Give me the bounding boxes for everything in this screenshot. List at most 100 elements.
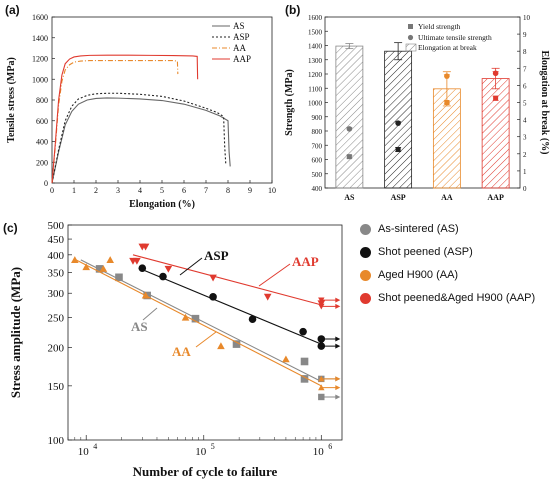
runout-arrowhead [335,303,341,309]
ytick-label-b-right: 0 [523,185,527,193]
marker-yield-aap [493,95,499,101]
xtick-label-a: 9 [248,186,252,195]
marker-uts-as [346,126,353,132]
legend-a-label: ASP [233,32,250,42]
xtick-label-a: 8 [226,186,230,195]
category-label-b: ASP [391,193,406,202]
legend-b-elong-label: Elongation at break [418,43,477,52]
data-point [263,293,272,301]
legend-c-label: Aged H900 (AA) [378,269,459,281]
data-point [248,315,257,324]
data-point [164,265,173,273]
legend-c-swatch [360,270,371,281]
data-point [106,256,115,263]
ytick-label-b-right: 7 [523,65,527,73]
ytick-label-a: 1200 [32,55,48,64]
data-point [138,264,147,272]
ytick-label-a: 400 [36,138,48,147]
ytick-label-c: 250 [48,313,65,325]
xtick-label-c: 10 [313,446,325,458]
xtick-label-a: 6 [182,186,186,195]
legend-c-swatch [360,247,371,258]
data-point [209,274,217,282]
legend-c-label: As-sintered (AS) [378,223,459,235]
data-point [71,256,79,263]
bar-elongation-asp [384,50,413,189]
runout-arrowhead [335,336,341,342]
runout-arrowhead [335,376,341,382]
ytick-label-b-right: 1 [523,168,527,176]
ytick-label-a: 600 [36,117,48,126]
data-point [141,291,150,299]
marker-yield-asp [395,147,401,153]
ytick-label-b-right: 3 [523,134,527,142]
legend-c-label: Shot peened (ASP) [378,246,473,258]
legend-b-uts-label: Ultimate tensile strength [418,33,492,42]
ytick-label-b-left: 900 [312,114,323,122]
ytick-label-b-left: 400 [312,185,323,193]
ytick-label-b-right: 2 [523,151,527,159]
ytick-label-c: 450 [48,234,65,246]
legend-b-elong-swatch [405,43,417,52]
ytick-label-b-right: 9 [523,31,527,39]
ytick-label-b-right: 10 [523,14,531,22]
legend-b-yield-swatch [408,24,413,29]
ytick-label-b-left: 1300 [308,57,323,65]
xtick-exponent-c: 5 [211,442,215,451]
legend-a-label: AA [233,43,246,53]
data-point [115,273,123,282]
ytick-label-b-left: 500 [312,171,323,179]
xtick-exponent-c: 6 [328,442,332,451]
ytick-label-a: 1600 [32,13,48,22]
fit-line [138,267,322,345]
ytick-label-c: 200 [48,342,65,354]
ytick-label-a: 0 [44,179,48,188]
legend-b-yield-label: Yield strength [418,22,461,31]
xtick-label-a: 7 [204,186,208,195]
marker-yield-aa [444,100,450,105]
legend-a-label: AS [233,21,245,31]
ylabel-c: Stress amplitude (MPa) [8,267,23,398]
series-line-a-aa [51,60,179,184]
ytick-label-b-right: 4 [523,117,527,125]
marker-yield-as [346,154,352,160]
data-point [95,265,104,273]
data-point [299,327,307,336]
ytick-label-b-right: 5 [523,100,527,108]
ytick-label-c: 400 [48,250,65,262]
legend-c-swatch [360,224,371,235]
data-point [217,342,225,350]
annotation-aa-pointer [195,331,217,348]
marker-uts-asp [395,120,401,126]
data-point [159,272,167,281]
data-point [300,357,309,366]
data-point [99,265,108,272]
ytick-label-b-left: 1500 [308,28,323,36]
annotation-aap: AAP [292,254,319,269]
plot-c-frame [67,224,343,441]
ytick-label-a: 800 [36,96,48,105]
annotation-aap-pointer [258,263,291,287]
annotation-aa: AA [172,344,191,359]
ytick-label-c: 350 [48,268,65,280]
bar-elongation-as [335,45,364,189]
marker-uts-aa [444,73,450,79]
ytick-label-b-left: 1400 [308,43,323,51]
series-line-a-aap [51,54,199,184]
ytick-label-b-right: 8 [523,48,527,56]
ytick-label-b-left: 700 [312,142,323,150]
panel-b-label: (b) [285,3,300,17]
ytick-label-b-left: 1600 [308,14,323,22]
ytick-label-c: 100 [48,435,65,447]
xtick-label-a: 3 [116,186,120,195]
series-line-a-as [51,97,231,184]
ytick-label-b-left: 800 [312,128,323,136]
ytick-label-b-left: 1200 [308,71,323,79]
series-line-a-asp [51,92,227,184]
data-point [209,293,217,301]
xtick-label-a: 5 [160,186,164,195]
ytick-label-a: 1400 [32,34,48,43]
bar-elongation-aap [481,78,510,189]
data-point [300,375,309,383]
ytick-label-b-right: 6 [523,82,527,90]
